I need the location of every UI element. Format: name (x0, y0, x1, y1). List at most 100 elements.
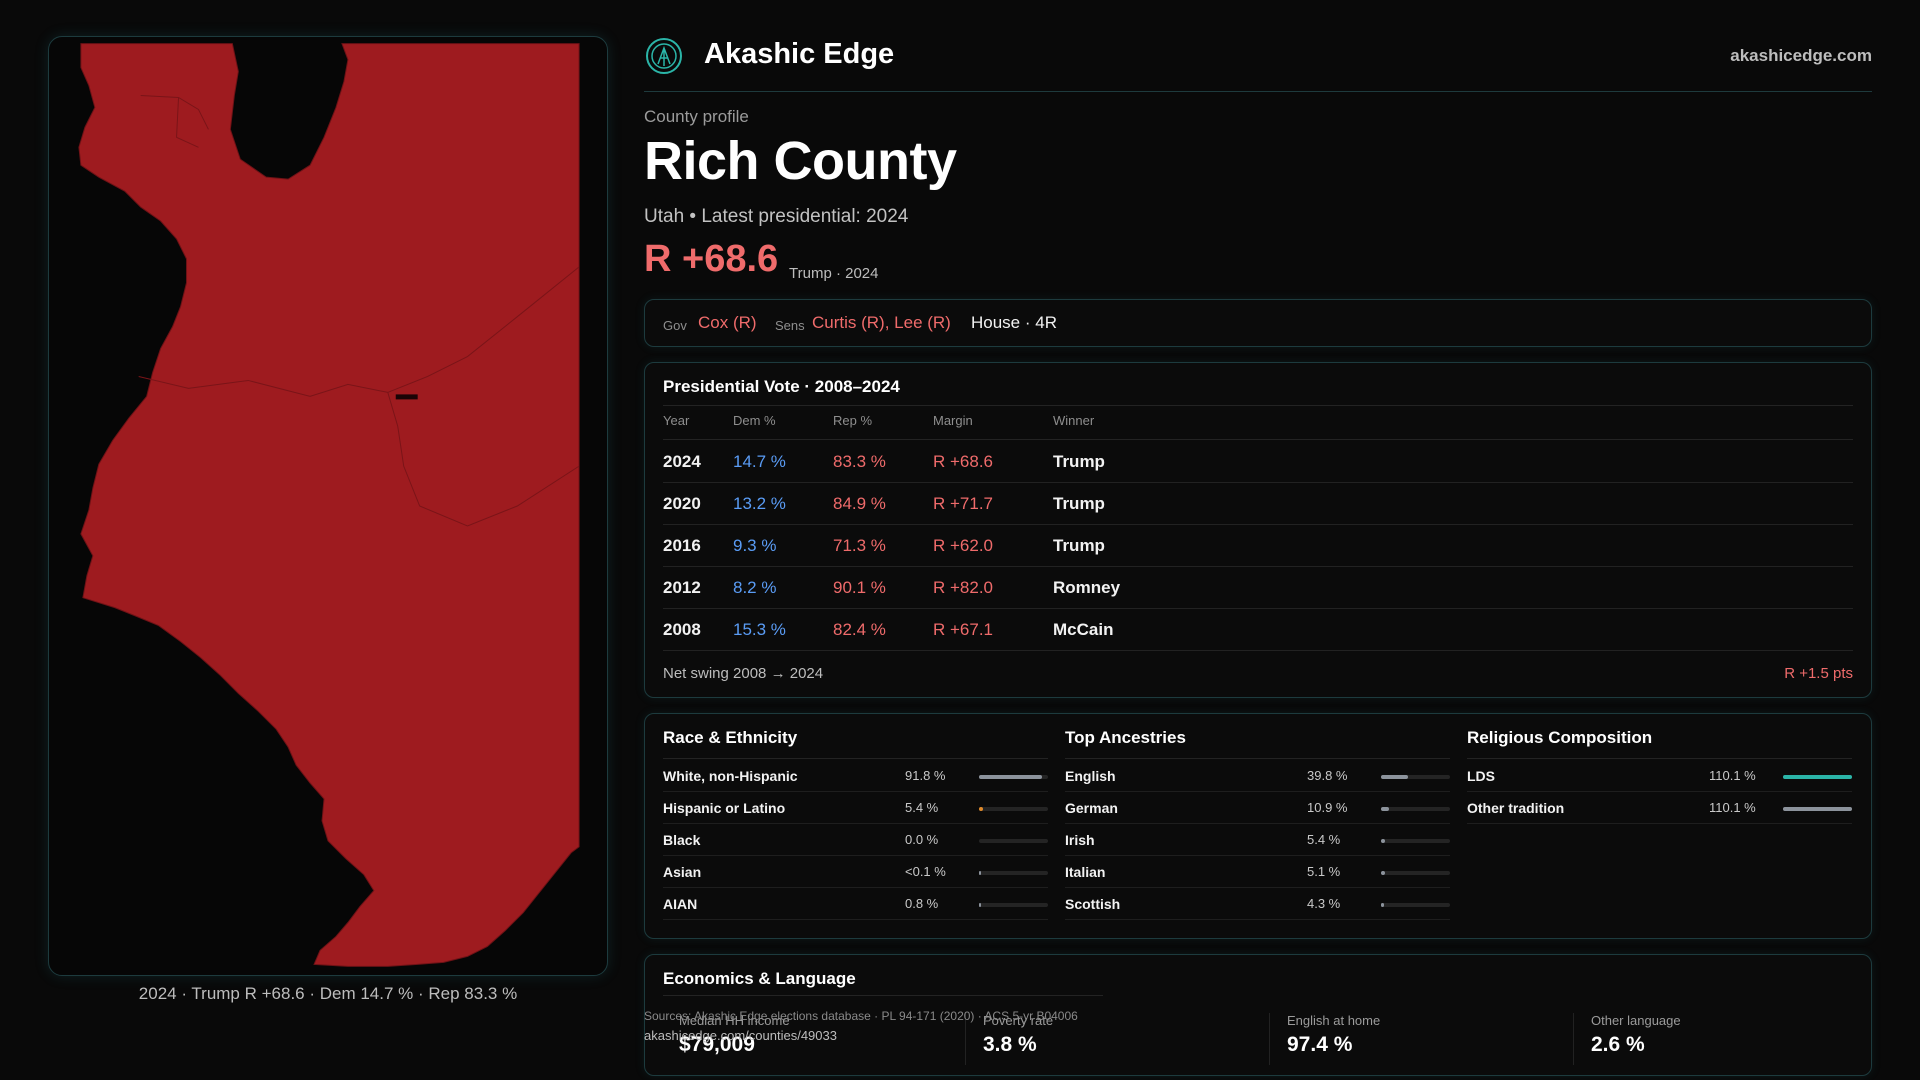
row-value: 4.3 % (1307, 896, 1341, 911)
latest-margin-note: Trump · 2024 (789, 265, 879, 282)
row-value: 110.1 % (1709, 800, 1756, 815)
table-row: 2012 8.2 % 90.1 % R +82.0 Romney (663, 567, 1853, 609)
stat-english-at-home: English at home 97.4 % (1287, 1013, 1567, 1063)
row-label: Irish (1065, 832, 1095, 848)
cell-margin: R +71.7 (933, 494, 994, 513)
stat-label: English at home (1287, 1013, 1381, 1028)
list-item: Hispanic or Latino 5.4 % (663, 792, 1048, 824)
cell-dem: 14.7 % (733, 452, 786, 471)
row-value: 5.1 % (1307, 864, 1341, 879)
table-row: 2016 9.3 % 71.3 % R +62.0 Trump (663, 525, 1853, 567)
stat-value: 2.6 % (1591, 1033, 1645, 1056)
bar-track (979, 903, 1048, 907)
religion-column: Religious Composition LDS 110.1 % Other tr… (1467, 714, 1852, 940)
divider (1269, 1013, 1270, 1065)
brand-name: Akashic Edge (704, 38, 895, 70)
bar-fill (979, 807, 983, 811)
officials-bar: Gov Cox (R) Sens Curtis (R), Lee (R) Hou… (644, 299, 1872, 347)
site-link[interactable]: akashicedge.com (1730, 46, 1872, 65)
stat-value: 97.4 % (1287, 1033, 1353, 1056)
row-label: LDS (1467, 768, 1495, 784)
cell-dem: 13.2 % (733, 494, 786, 513)
sens-label: Sens (775, 318, 805, 333)
county-map[interactable] (48, 36, 608, 976)
list-item: LDS 110.1 % (1467, 760, 1852, 792)
bar-fill (1381, 871, 1385, 875)
sources-footer: Sources: Akashic Edge elections database… (644, 1006, 1078, 1046)
list-item: Asian <0.1 % (663, 856, 1048, 888)
row-label: German (1065, 800, 1118, 816)
map-caption: 2024 · Trump R +68.6 · Dem 14.7 % · Rep … (138, 984, 518, 1003)
religion-title: Religious Composition (1467, 728, 1653, 747)
row-label: AIAN (663, 896, 698, 912)
cell-rep: 71.3 % (833, 536, 886, 555)
bar-track (979, 871, 1048, 875)
stat-value: 3.8 % (983, 1033, 1037, 1056)
cell-margin: R +62.0 (933, 536, 994, 555)
row-label: White, non-Hispanic (663, 768, 798, 784)
top-bar: Akashic Edge akashicedge.com (644, 30, 1872, 92)
county-shape[interactable] (78, 43, 580, 967)
stat-label: Poverty rate (983, 1013, 1054, 1028)
bar-fill (1381, 807, 1389, 811)
ancestries-column: Top Ancestries English 39.8 % German 10.9 %… (1065, 714, 1450, 940)
list-item: English 39.8 % (1065, 760, 1450, 792)
row-label: English (1065, 768, 1116, 784)
row-label: Other tradition (1467, 800, 1565, 816)
divider (663, 758, 1048, 759)
county-map-svg (78, 43, 580, 967)
race-ethnicity-column: Race & Ethnicity White, non-Hispanic 91.8… (663, 714, 1048, 940)
row-value: 0.0 % (905, 832, 939, 847)
row-value: 10.9 % (1307, 800, 1348, 815)
net-swing-value: R +1.5 pts (1784, 665, 1853, 682)
table-row: 2024 14.7 % 83.3 % R +68.6 Trump (663, 441, 1853, 483)
cell-dem: 15.3 % (733, 620, 786, 639)
bar-fill (979, 903, 981, 907)
county-url-link[interactable]: akashicedge.com/counties/49033 (644, 1028, 837, 1043)
bar-fill (1381, 903, 1384, 907)
divider (965, 1013, 966, 1065)
sens-value: Curtis (R), Lee (R) (812, 313, 951, 332)
cell-margin: R +82.0 (933, 578, 994, 597)
cell-margin: R +68.6 (933, 452, 994, 471)
row-value: 5.4 % (1307, 832, 1341, 847)
col-header-margin: Margin (933, 413, 973, 428)
economics-card: Economics & Language Median HH income $7… (644, 954, 1872, 1076)
bar-fill (979, 775, 1042, 779)
divider (1065, 758, 1450, 759)
cell-year: 2020 (663, 494, 701, 513)
col-header-dem: Dem % (733, 413, 776, 428)
precinct-lines (138, 94, 580, 527)
row-label: Italian (1065, 864, 1106, 880)
town-marker (395, 394, 418, 400)
row-label: Hispanic or Latino (663, 800, 786, 816)
row-value: 39.8 % (1307, 768, 1348, 783)
bar-track (1783, 807, 1852, 811)
table-row: 2020 13.2 % 84.9 % R +71.7 Trump (663, 483, 1853, 525)
table-row: 2008 15.3 % 82.4 % R +67.1 McCain (663, 609, 1853, 651)
stat-value: $79,009 (679, 1033, 755, 1056)
race-title: Race & Ethnicity (663, 728, 798, 747)
net-swing-label: Net swing 2008 → 2024 (663, 665, 824, 682)
bar-track (979, 839, 1048, 843)
profile-panel: Akashic Edge akashicedge.com County prof… (644, 0, 1872, 1080)
presidential-title: Presidential Vote · 2008–2024 (663, 377, 900, 396)
page-kicker: County profile (644, 107, 749, 126)
sources-text: Sources: Akashic Edge elections database… (644, 1009, 1078, 1023)
list-item: White, non-Hispanic 91.8 % (663, 760, 1048, 792)
col-header-year: Year (663, 413, 690, 428)
col-header-rep: Rep % (833, 413, 873, 428)
list-item: Italian 5.1 % (1065, 856, 1450, 888)
bar-fill (1783, 807, 1852, 811)
cell-year: 2008 (663, 620, 701, 639)
bar-track (1381, 807, 1450, 811)
cell-dem: 8.2 % (733, 578, 777, 597)
akashic-edge-logo-icon (646, 38, 682, 74)
list-item: AIAN 0.8 % (663, 888, 1048, 920)
col-header-winner: Winner (1053, 413, 1095, 428)
cell-winner: McCain (1053, 620, 1114, 639)
divider (663, 405, 1853, 406)
latest-margin: R +68.6 (644, 238, 779, 280)
bar-track (1381, 839, 1450, 843)
list-item: Scottish 4.3 % (1065, 888, 1450, 920)
